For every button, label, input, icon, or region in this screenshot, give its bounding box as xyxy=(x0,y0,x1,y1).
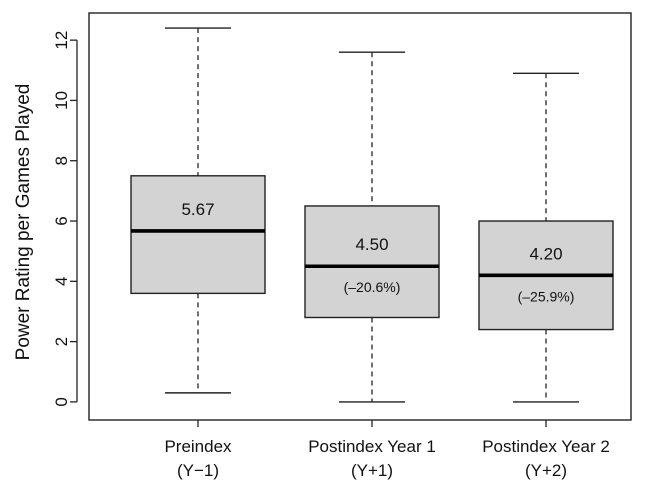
box-1: 5.67 xyxy=(130,27,266,394)
y-tick-label-4: 4 xyxy=(52,277,71,286)
plot-frame xyxy=(88,12,632,421)
percent-change-label: (–20.6%) xyxy=(344,279,401,295)
y-tick-label-10: 10 xyxy=(52,91,71,110)
y-tick-label-0: 0 xyxy=(52,397,71,406)
x-axis: Preindex (Y−1) Postindex Year 1 (Y+1) Postin… xyxy=(164,420,610,480)
x-category-label: Postindex Year 2 xyxy=(482,437,610,456)
x-category-label: Preindex xyxy=(164,437,232,456)
box-2: 4.50 (–20.6%) xyxy=(304,51,440,403)
iqr-box xyxy=(304,205,440,319)
y-axis: 0 2 4 6 8 10 12 xyxy=(52,31,78,407)
y-tick-label-2: 2 xyxy=(52,337,71,346)
x-category-label: Postindex Year 1 xyxy=(308,437,436,456)
x-category-sublabel: (Y−1) xyxy=(177,461,219,480)
y-tick-label-6: 6 xyxy=(52,216,71,225)
iqr-box xyxy=(130,175,266,295)
median-label: 4.20 xyxy=(529,244,562,263)
median-label: 5.67 xyxy=(181,200,214,219)
y-tick-label-8: 8 xyxy=(52,156,71,165)
percent-change-label: (–25.9%) xyxy=(518,288,575,304)
median-label: 4.50 xyxy=(355,235,388,254)
x-category-sublabel: (Y+1) xyxy=(351,461,393,480)
box-3: 4.20 (–25.9%) xyxy=(478,72,614,403)
y-axis-label: Power Rating per Games Played xyxy=(13,84,34,361)
x-category-sublabel: (Y+2) xyxy=(525,461,567,480)
boxes-group: 5.67 4.50 (–20.6%) 4.20 (–25.9%) xyxy=(130,27,614,403)
y-tick-label-12: 12 xyxy=(52,31,71,50)
